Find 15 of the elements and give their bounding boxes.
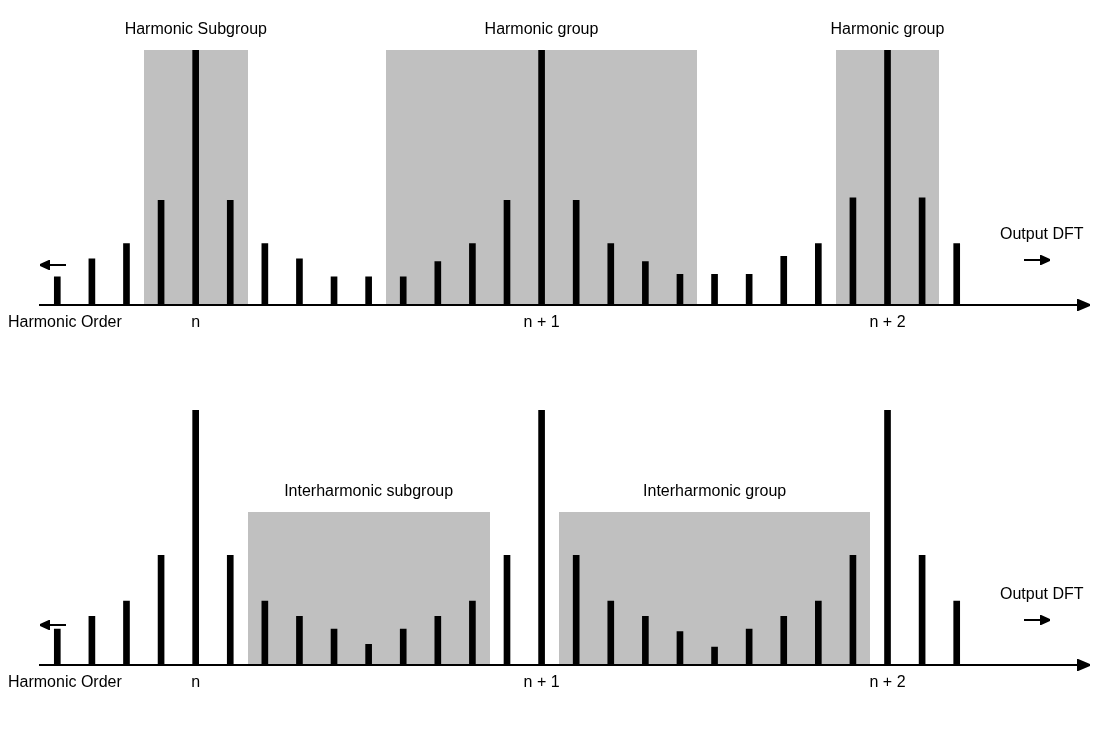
text: Harmonic group	[484, 20, 599, 38]
x-tick-label: n	[191, 312, 201, 330]
text: Output DFT	[1000, 224, 1084, 243]
text: Harmonic Order	[8, 672, 122, 691]
annotation: Interharmonic group	[643, 481, 787, 500]
x-tick-label: n + 1	[523, 672, 560, 690]
annotation: Interharmonic subgroup	[284, 481, 454, 500]
x-tick-label: n	[191, 672, 201, 690]
x-tick-label: n + 1	[523, 312, 560, 330]
text: Harmonic group	[830, 20, 945, 38]
x-tick-label: n + 2	[869, 672, 906, 690]
text: Harmonic Subgroup	[124, 20, 267, 38]
x-tick-label: n + 2	[869, 312, 906, 330]
text: Harmonic Order	[8, 312, 122, 331]
text: Output DFT	[1000, 584, 1084, 603]
